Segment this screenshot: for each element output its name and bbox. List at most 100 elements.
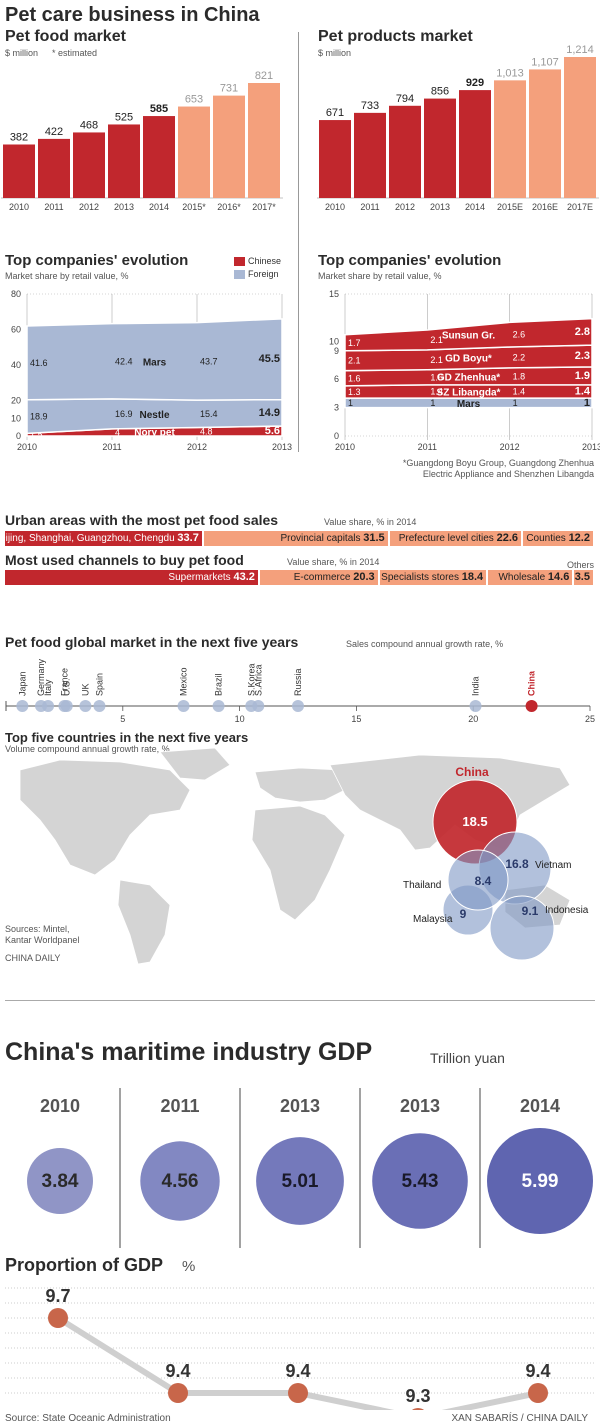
segment-label: Specialists stores [381, 572, 462, 583]
legend-chinese-swatch [234, 257, 245, 266]
segment-label: Beijing, Shanghai, Guangzhou, Chengdu [5, 533, 178, 544]
data-label: 821 [255, 70, 273, 82]
x-tick-label: 2011 [102, 442, 121, 452]
continent-shape [251, 805, 346, 921]
tick-label: 2016* [217, 202, 241, 212]
data-label: 856 [431, 86, 449, 98]
maritime-unit: Trillion yuan [430, 1050, 505, 1066]
data-label: 671 [326, 107, 344, 119]
bar-2015* [178, 106, 210, 198]
series-value-label: 4 [115, 427, 120, 437]
y-tick-label: 15 [329, 289, 339, 299]
proportion-point-2013 [288, 1383, 308, 1403]
y-tick-label: 0 [16, 431, 21, 441]
point-label: S.Korea [246, 663, 256, 696]
x-tick-label: 2011 [418, 442, 437, 452]
maritime-title: China's maritime industry GDP [5, 1038, 373, 1066]
series-value-label: 1.4 [430, 387, 443, 397]
food-market-note: * estimated [52, 48, 98, 58]
year-label: 2013 [280, 1096, 320, 1116]
tick-label: 2016E [532, 202, 558, 212]
proportion-value-label: 9.4 [285, 1361, 310, 1381]
series-value-label: 15.4 [200, 409, 218, 419]
products-market-chart: 671 2010 733 2011 794 2012 856 2013 929 2014 1,013… [317, 44, 599, 212]
bar-2017E [564, 57, 596, 198]
segment-wholesale: Wholesale 14.6 [488, 570, 573, 585]
footnote-line-2: Electric Appliance and Shenzhen Libangda [422, 469, 594, 479]
y-tick-label: 3 [334, 403, 339, 413]
segment-others: 3.5 [574, 570, 593, 585]
data-label: 653 [185, 94, 203, 106]
point-label: France [59, 668, 69, 696]
data-label: 733 [361, 100, 379, 112]
data-label: 794 [396, 93, 414, 105]
continent-shape [254, 767, 346, 803]
y-tick-label: 6 [334, 374, 339, 384]
urban-subtitle: Value share, % in 2014 [324, 517, 417, 527]
point-India [469, 700, 482, 712]
series-value-label: 1.3 [348, 387, 361, 397]
series-value-label: 1 [430, 398, 435, 408]
segment-label: E-commerce [293, 572, 354, 583]
data-label: 585 [150, 103, 168, 115]
map-subtitle: Volume compound annual growth rate, % [5, 744, 170, 754]
channels-subtitle: Value share, % in 2014 [287, 557, 380, 567]
series-name-label: GD Boyu* [445, 353, 492, 364]
series-value-label: 1.6 [348, 373, 361, 383]
global-title: Pet food global market in the next five … [5, 634, 299, 650]
top-companies-right-title: Top companies' evolution [318, 252, 502, 269]
series-value-label: 2.2 [513, 352, 526, 362]
urban-stacked-bar: Beijing, Shanghai, Guangzhou, Chengdu 33… [5, 531, 595, 546]
bar-2012 [389, 105, 421, 198]
point-UK [79, 700, 92, 712]
segment-value: 3.5 [574, 571, 590, 583]
point-China [525, 700, 538, 712]
gdp-value-label: 3.84 [42, 1171, 79, 1192]
y-tick-label: 0 [334, 431, 339, 441]
bubble-Indonesia [489, 895, 555, 961]
point-label: India [471, 676, 481, 696]
point-label: Brazil [214, 673, 224, 696]
legend-foreign-label: Foreign [248, 269, 279, 279]
bar-2010 [319, 120, 351, 198]
y-tick-label: 40 [11, 360, 21, 370]
section-divider [5, 1000, 595, 1001]
point-label: S.Africa [253, 664, 263, 696]
bubble-value-label: 9.1 [522, 904, 539, 918]
series-value-label: 18.9 [30, 412, 48, 422]
series-value-label: 1.8 [513, 371, 526, 381]
map-credit: CHINA DAILY [5, 953, 61, 963]
bar-2011 [38, 138, 70, 198]
segment-supermarkets: Supermarkets 43.2 [5, 570, 258, 585]
series-name-label: Mars [143, 357, 167, 368]
food-market-unit: $ million [5, 48, 39, 58]
segment-prefecture-level-cities: Prefecture level cities 22.6 [389, 531, 521, 546]
area-Mars [26, 318, 283, 401]
x-tick-label: 2013 [272, 442, 292, 452]
data-label: 422 [45, 126, 63, 138]
series-value-label: 1.4 [575, 386, 591, 398]
tick-label: 2011 [360, 202, 379, 212]
data-label: 1,214 [566, 44, 594, 56]
maritime-credit: XAN SABARÍS / CHINA DAILY [451, 1413, 588, 1424]
bar-2015E [494, 80, 526, 198]
bar-2014 [459, 90, 491, 198]
gdp-circle-2013 [256, 1137, 344, 1225]
tick-label: 2013 [430, 202, 450, 212]
bubble-value-label: 16.8 [505, 857, 529, 871]
sources-line-1: Sources: Mintel, [5, 924, 70, 934]
bar-2014 [143, 116, 175, 198]
gdp-circle-2011 [140, 1141, 220, 1221]
proportion-point-2010 [48, 1308, 68, 1328]
series-name-label: GD Zhenhua* [437, 372, 500, 383]
tick-label: 2014 [465, 202, 485, 212]
proportion-chart: 9.7 9.4 9.4 9.3 9.4 [5, 1286, 595, 1410]
gdp-circle-2013 [372, 1133, 468, 1229]
x-tick-label: 2012 [500, 442, 520, 452]
series-value-label: 43.7 [200, 356, 218, 366]
data-label: 1,107 [531, 56, 559, 68]
proportion-point-2011 [168, 1383, 188, 1403]
segment-value: 43.2 [233, 571, 255, 583]
series-name-label: SZ Libangda* [437, 388, 501, 399]
vertical-divider [298, 32, 299, 452]
